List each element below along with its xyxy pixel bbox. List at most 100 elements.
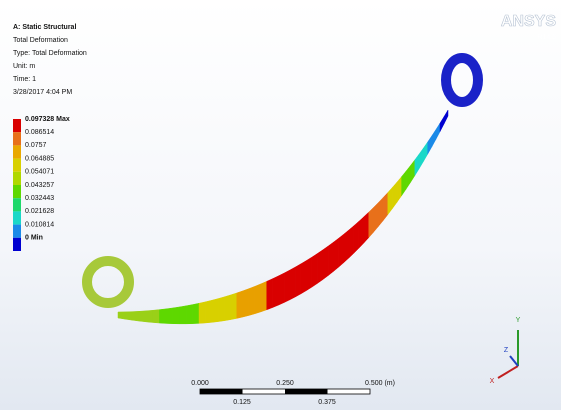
spring-segment: [406, 166, 410, 190]
scale-label: 0.125: [233, 399, 251, 406]
spring-segment: [349, 226, 354, 258]
info-line: Time: 1: [13, 76, 36, 83]
spring-segment: [193, 303, 199, 323]
spring-segment: [402, 171, 406, 196]
spring-segment: [237, 291, 243, 319]
legend-label: 0.043257: [25, 182, 54, 189]
spring-segment: [432, 130, 436, 147]
spring-segment: [415, 154, 419, 176]
spring-segment: [440, 117, 444, 132]
legend-swatch: [13, 198, 21, 211]
spring-segment: [249, 286, 255, 315]
info-line: Type: Total Deformation: [13, 50, 87, 57]
spring-segment: [392, 182, 397, 208]
spring-segment: [423, 142, 427, 161]
spring-segment: [364, 212, 369, 243]
logo: ANSYS: [501, 13, 556, 30]
spring-segment: [388, 187, 393, 214]
info-line: Total Deformation: [13, 37, 68, 44]
spring-segment: [307, 257, 312, 290]
legend-swatch: [13, 238, 21, 251]
spring-segment: [428, 136, 432, 154]
spring-segment: [166, 308, 173, 324]
spring-segment: [317, 250, 322, 284]
analysis-title: A: Static Structural: [13, 24, 76, 31]
legend-label: 0.054071: [25, 169, 54, 176]
spring-segment: [273, 276, 279, 308]
spring-segment: [153, 310, 160, 323]
scale-segment: [285, 389, 328, 394]
legend-swatch: [13, 159, 21, 172]
legend-label: 0.064885: [25, 155, 54, 162]
spring-segment: [290, 267, 296, 300]
spring-segment: [159, 309, 166, 324]
legend: 0.097328 Max0.0865140.07570.0648850.0540…: [13, 116, 70, 251]
spring-segment: [295, 264, 301, 297]
spring-segment: [397, 177, 402, 203]
spring-segment: [333, 238, 338, 271]
spring-segment: [301, 261, 307, 294]
spring-segment: [378, 198, 383, 227]
spring-segment: [205, 300, 211, 323]
spring-segment: [284, 270, 290, 302]
spring-segment: [374, 203, 379, 233]
axis-label: Y: [516, 317, 521, 324]
spring-segment: [173, 307, 180, 324]
spring-segment: [267, 279, 273, 310]
spring-segment: [383, 193, 388, 221]
spring-segment: [344, 230, 349, 263]
spring-segment: [255, 284, 261, 314]
spring-segment: [125, 312, 132, 321]
spring-segment: [410, 160, 414, 183]
leaf-spring: [87, 58, 478, 324]
axis-triad: Y Z X: [490, 317, 521, 385]
legend-swatch: [13, 172, 21, 185]
scale-label: 0.000: [191, 380, 209, 387]
legend-label: 0.010814: [25, 221, 54, 228]
scale-bar: 0.000 0.250 0.500 (m) 0.125 0.375: [191, 380, 395, 406]
spring-segment: [359, 217, 364, 248]
spring-segment: [243, 289, 249, 317]
legend-swatch: [13, 132, 21, 145]
spring-segment: [212, 299, 218, 323]
z-axis: [510, 356, 518, 366]
version: R14.5: [537, 34, 556, 41]
spring-segment: [139, 311, 146, 322]
spring-segment: [354, 221, 359, 253]
axis-label: Z: [504, 347, 509, 354]
spring-segment: [224, 295, 230, 321]
info-line: Unit: m: [13, 63, 35, 70]
info-line: 3/28/2017 4:04 PM: [13, 89, 72, 96]
legend-swatch: [13, 145, 21, 158]
legend-swatch: [13, 211, 21, 224]
legend-label: 0 Min: [25, 235, 43, 242]
spring-segment: [339, 234, 344, 267]
spring-segment: [118, 312, 125, 319]
legend-label: 0.032443: [25, 195, 54, 202]
legend-swatch: [13, 119, 21, 132]
scene: A: Static Structural Total Deformation T…: [0, 0, 561, 410]
scale-segment: [200, 389, 243, 394]
spring-segment: [328, 242, 333, 275]
legend-label: 0.0757: [25, 142, 47, 149]
spring-segment: [369, 207, 374, 237]
axis-label: X: [490, 378, 495, 385]
spring-segment: [261, 281, 267, 311]
x-axis: [498, 366, 518, 378]
spring-segment: [312, 254, 317, 287]
legend-label: 0.097328 Max: [25, 116, 70, 123]
spring-segment: [444, 110, 448, 124]
legend-swatch: [13, 225, 21, 238]
left-eye: [87, 261, 129, 303]
viewport: A: Static Structural Total Deformation T…: [0, 0, 561, 410]
spring-segment: [132, 311, 139, 321]
scale-label: 0.250: [276, 380, 294, 387]
spring-segment: [186, 305, 193, 324]
spring-segment: [218, 297, 224, 322]
spring-segment: [231, 293, 237, 320]
spring-segment: [179, 306, 186, 324]
legend-label: 0.021628: [25, 208, 54, 215]
legend-swatch: [13, 185, 21, 198]
spring-segment: [199, 302, 205, 324]
spring-segment: [419, 148, 423, 169]
